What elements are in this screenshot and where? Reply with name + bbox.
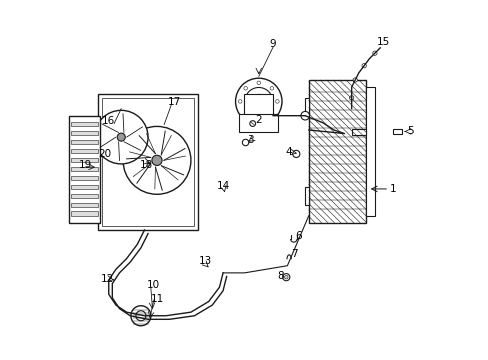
- Circle shape: [349, 96, 353, 100]
- Text: 8: 8: [276, 271, 283, 281]
- Circle shape: [238, 100, 242, 103]
- Text: 5: 5: [407, 126, 413, 136]
- Circle shape: [282, 274, 289, 281]
- Circle shape: [244, 86, 247, 90]
- Bar: [71, 149, 98, 153]
- Text: 16: 16: [102, 116, 115, 126]
- Text: 18: 18: [140, 159, 153, 170]
- Circle shape: [123, 126, 190, 194]
- Bar: [71, 167, 98, 171]
- Text: 20: 20: [99, 149, 112, 159]
- Text: 2: 2: [254, 115, 261, 125]
- Bar: [71, 194, 98, 198]
- Bar: [392, 129, 401, 134]
- Circle shape: [269, 86, 273, 90]
- Bar: [305, 98, 308, 116]
- Text: 4: 4: [285, 148, 292, 157]
- Bar: [71, 211, 98, 216]
- Circle shape: [131, 306, 151, 326]
- Bar: [71, 140, 98, 144]
- Circle shape: [257, 118, 260, 122]
- Text: 3: 3: [247, 135, 254, 145]
- Circle shape: [361, 64, 366, 68]
- Bar: [98, 94, 198, 230]
- Circle shape: [269, 113, 273, 116]
- Bar: [69, 116, 100, 223]
- Circle shape: [352, 78, 357, 82]
- Text: 9: 9: [269, 39, 276, 49]
- Bar: [239, 114, 278, 132]
- Circle shape: [235, 78, 282, 125]
- Circle shape: [244, 113, 247, 116]
- Bar: [351, 129, 365, 135]
- Bar: [71, 185, 98, 189]
- Bar: [71, 122, 98, 126]
- Circle shape: [300, 111, 309, 120]
- Bar: [71, 203, 98, 207]
- Bar: [365, 87, 374, 216]
- Circle shape: [242, 139, 248, 146]
- Bar: [71, 131, 98, 135]
- Text: 13: 13: [198, 256, 211, 266]
- Circle shape: [249, 121, 255, 126]
- Circle shape: [244, 87, 272, 115]
- Bar: [244, 94, 272, 116]
- Text: 17: 17: [168, 97, 181, 107]
- Text: 10: 10: [146, 280, 160, 290]
- Bar: [102, 98, 194, 226]
- Text: 19: 19: [79, 160, 92, 170]
- Circle shape: [292, 150, 299, 157]
- Circle shape: [275, 100, 279, 103]
- Text: 14: 14: [216, 181, 229, 191]
- Text: 12: 12: [100, 274, 113, 284]
- Text: 1: 1: [388, 184, 395, 194]
- Text: 11: 11: [150, 294, 163, 304]
- Circle shape: [257, 81, 260, 85]
- Circle shape: [251, 94, 265, 108]
- Circle shape: [152, 155, 162, 166]
- Circle shape: [117, 133, 125, 141]
- Bar: [71, 158, 98, 162]
- Bar: [71, 176, 98, 180]
- Text: 6: 6: [294, 231, 301, 241]
- Circle shape: [136, 311, 145, 321]
- Circle shape: [94, 111, 148, 164]
- Text: 15: 15: [376, 37, 389, 48]
- Circle shape: [372, 51, 376, 55]
- Bar: [308, 80, 365, 223]
- Circle shape: [284, 275, 287, 279]
- Bar: [305, 187, 308, 205]
- Text: 7: 7: [290, 249, 297, 259]
